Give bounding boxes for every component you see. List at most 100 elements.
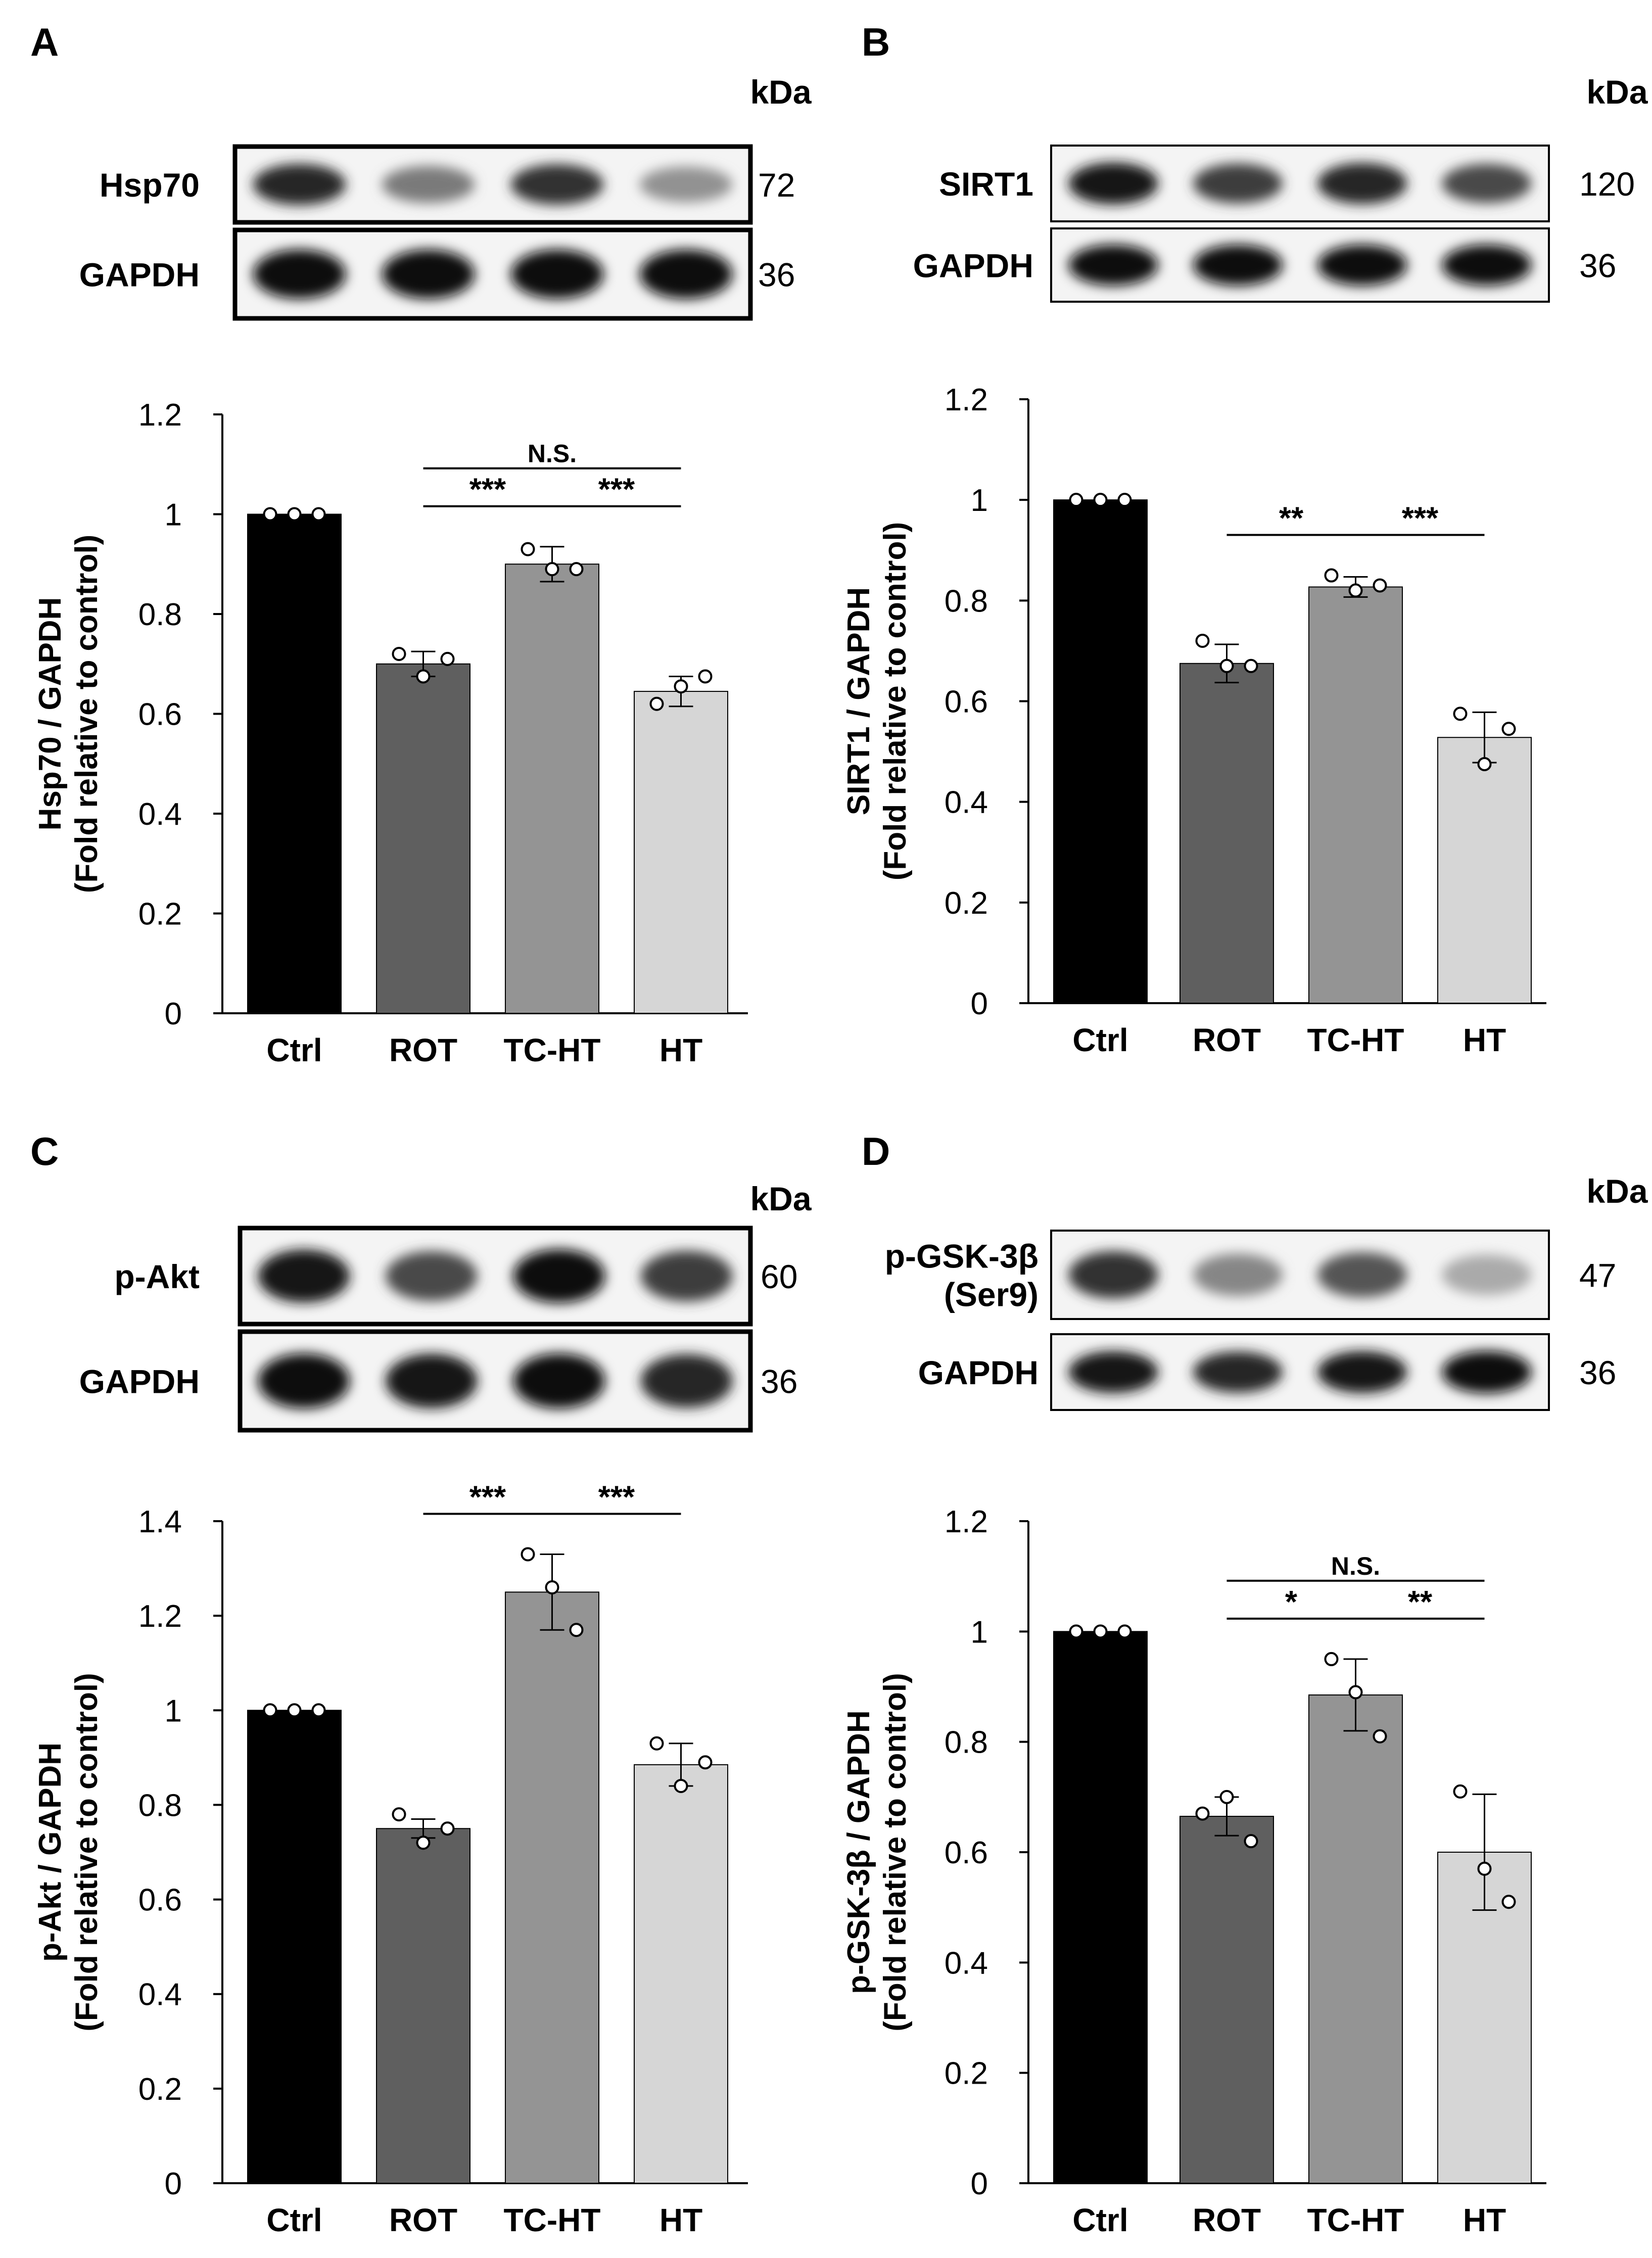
bar-chart: 0 0.2 0.4 0.6 0.8 1 1.2 Hsp70 / GAPDH (Fold rela…: [33, 398, 748, 1068]
data-point: [1501, 1895, 1516, 1909]
x-tick-label: ROT: [1193, 2202, 1261, 2238]
data-point: [649, 696, 664, 711]
blot-band: [639, 166, 733, 203]
blot-band: [258, 1249, 350, 1303]
blot-band: [1193, 244, 1283, 286]
kda-header: kDa: [1586, 73, 1648, 111]
data-point: [1069, 493, 1083, 507]
data-point: [311, 1703, 326, 1718]
protein-label: p-GSK-3β: [885, 1238, 1039, 1275]
y-tick-label: 1.2: [945, 1504, 988, 1539]
significance-label: *: [1285, 1585, 1298, 1620]
data-point: [287, 507, 302, 522]
blot-band: [385, 1353, 478, 1408]
blot-band: [1068, 1251, 1158, 1299]
data-point: [674, 679, 688, 694]
bar: [505, 563, 599, 1014]
bar: [376, 1828, 470, 2184]
y-tick-label: 0.6: [945, 685, 988, 720]
y-axis-title-line2: (Fold relative to control): [878, 1673, 913, 2032]
data-point: [1348, 1685, 1363, 1700]
y-tick-label: 1: [165, 1694, 182, 1728]
bar: [376, 663, 470, 1014]
protein-label: GAPDH: [913, 247, 1033, 285]
y-tick-label: 0.8: [945, 584, 988, 619]
data-point: [1453, 707, 1468, 721]
bar: [1053, 1631, 1148, 2184]
blot-band: [258, 1353, 350, 1409]
blot-band: [382, 166, 475, 203]
y-tick-label: 0: [165, 2167, 182, 2201]
y-tick-label: 1: [165, 498, 182, 533]
protein-label: GAPDH: [79, 256, 200, 294]
significance-label: **: [1408, 1585, 1433, 1620]
kda-value: 60: [761, 1258, 797, 1295]
significance-label: ***: [598, 1480, 635, 1515]
protein-label: (Ser9): [944, 1276, 1039, 1313]
x-tick-label: ROT: [1193, 1022, 1261, 1058]
blot-band: [513, 1249, 605, 1303]
blot-band: [1317, 163, 1407, 204]
significance-label: ***: [1402, 501, 1439, 536]
kda-value: 36: [1579, 247, 1616, 285]
y-tick-label: 0: [165, 997, 182, 1031]
blot-band: [1317, 1252, 1407, 1298]
y-tick-label: 0: [971, 2167, 988, 2201]
y-tick-label: 0.4: [945, 785, 988, 820]
y-tick-label: 0.2: [945, 886, 988, 921]
blot-band: [1068, 244, 1158, 286]
blot-band: [510, 249, 604, 299]
y-tick-label: 0.2: [945, 2056, 988, 2091]
significance-label: ***: [469, 473, 506, 507]
bar-chart: 0 0.2 0.4 0.6 0.8 1 1.2 1.4 p-Akt / GAPDH (Fold r…: [33, 1480, 748, 2238]
data-point: [416, 1836, 431, 1850]
kda-value: 47: [1579, 1257, 1616, 1294]
panel-label: A: [30, 20, 59, 64]
x-tick-label: TC-HT: [504, 2202, 601, 2238]
blot-band: [1442, 1351, 1532, 1393]
data-point: [545, 562, 559, 577]
bar: [1308, 1694, 1403, 2184]
data-point: [569, 1623, 584, 1637]
data-point: [1069, 1624, 1083, 1639]
significance-label: **: [1279, 501, 1304, 536]
data-point: [521, 542, 535, 556]
y-tick-label: 0.2: [138, 897, 182, 932]
data-point: [1195, 634, 1210, 648]
blot-band: [385, 1251, 478, 1301]
y-tick-label: 0.8: [945, 1725, 988, 1760]
data-point: [1373, 578, 1387, 593]
y-tick-label: 1: [971, 483, 988, 518]
bar: [1053, 499, 1148, 1004]
x-tick-label: Ctrl: [1072, 1022, 1128, 1058]
data-point: [1195, 1806, 1210, 1821]
blot-band: [1442, 164, 1532, 203]
data-point: [1219, 658, 1234, 673]
data-point: [1477, 757, 1492, 771]
x-tick-label: ROT: [389, 2202, 457, 2238]
y-tick-label: 0.4: [945, 1946, 988, 1981]
data-point: [287, 1703, 302, 1718]
data-point: [569, 562, 584, 577]
bar: [634, 691, 728, 1014]
data-point: [674, 1779, 688, 1793]
y-axis-title-line1: p-GSK-3β / GAPDH: [841, 1710, 876, 1994]
y-tick-label: 0.4: [138, 1978, 182, 2012]
western-blot: p-Akt 60 GAPDH 36: [79, 1226, 797, 1433]
kda-header: kDa: [1586, 1172, 1648, 1210]
data-point: [649, 1736, 664, 1751]
x-tick-label: HT: [659, 1032, 702, 1068]
significance-label: ***: [598, 473, 635, 507]
blot-band: [1442, 244, 1532, 286]
bar: [1437, 737, 1532, 1004]
kda-value: 36: [761, 1363, 797, 1400]
x-tick-label: TC-HT: [504, 1032, 601, 1068]
y-tick-label: 0.6: [945, 1836, 988, 1870]
blot-band: [1193, 1253, 1283, 1296]
western-blot: Hsp70 72 GAPDH 36: [79, 144, 795, 321]
data-point: [1373, 1729, 1387, 1744]
data-point: [1093, 1624, 1108, 1639]
y-axis-title-line2: (Fold relative to control): [69, 1673, 104, 2032]
